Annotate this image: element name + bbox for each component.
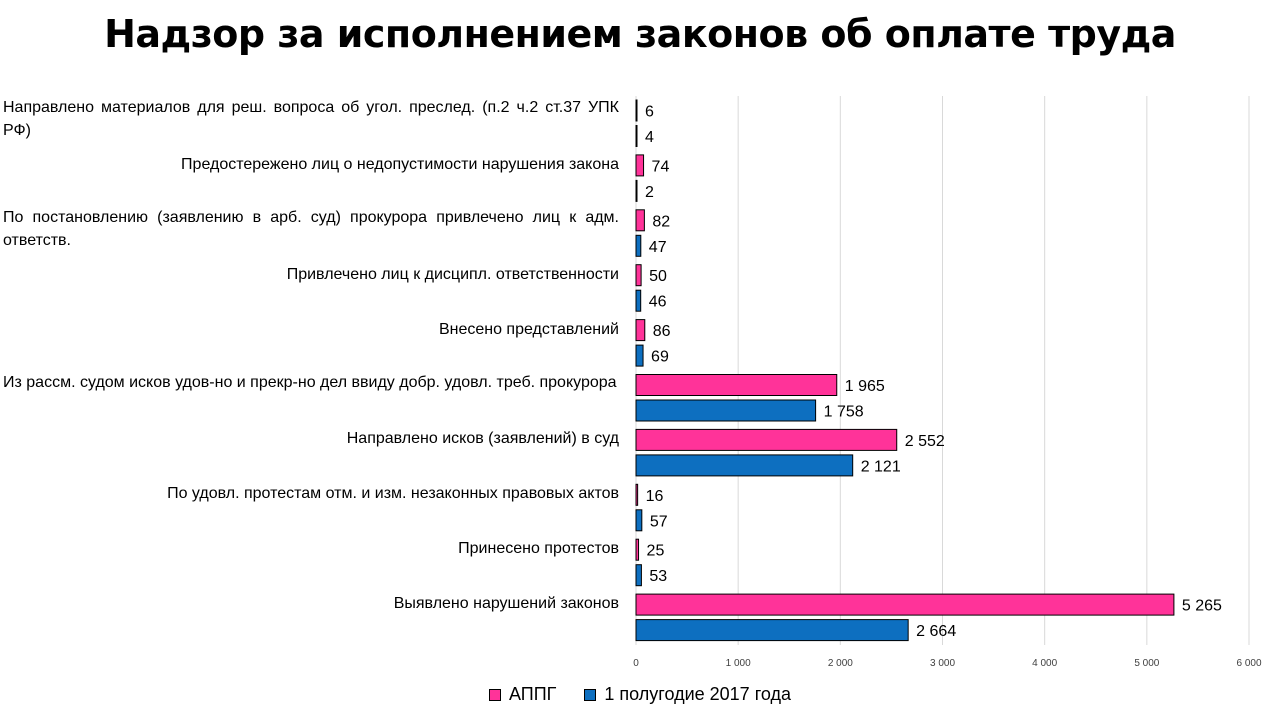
category-label: Направлено исков (заявлений) в суд [346,430,619,448]
category-label: Принесено протестов [458,540,619,558]
legend-swatch-appg [488,688,501,701]
bar-2017 [635,399,817,422]
data-label: 57 [650,513,668,530]
data-label: 74 [652,158,670,175]
x-tick-label: 2 000 [828,658,853,669]
data-label: 4 [645,129,654,146]
bar-appg [635,209,645,232]
data-label: 6 [645,104,654,121]
bar-2017 [635,564,642,587]
legend-item-2017: 1 полугодие 2017 года [584,684,791,705]
x-tick-label: 6 000 [1236,658,1261,669]
category-label: По постановлению (заявлению в арб. суд) … [3,208,619,249]
data-label: 2 552 [905,433,945,450]
data-label: 82 [652,213,670,230]
category-label: Привлечено лиц к дисципл. ответственност… [286,265,619,283]
data-label: 1 965 [845,378,885,395]
bar-appg [635,319,646,342]
x-tick-label: 5 000 [1134,658,1159,669]
bar-2017 [635,125,638,147]
data-label: 50 [649,268,667,285]
bar-2017 [635,619,909,642]
data-label: 47 [649,239,667,256]
bar-appg [635,264,642,287]
bar-appg [635,483,639,506]
data-label: 69 [651,349,669,366]
x-tick-label: 1 000 [726,658,751,669]
bar-appg [635,593,1175,616]
legend-item-appg: АППГ [488,684,557,705]
bar-2017 [635,344,644,367]
legend-label-appg: АППГ [508,684,557,704]
x-tick-label: 4 000 [1032,658,1057,669]
legend-swatch-2017 [584,688,597,701]
bar-appg [635,428,898,451]
chart-title: Надзор за исполнением законов об оплате … [104,12,1176,56]
category-label: Предостережено лиц о недопустимости нару… [181,155,619,173]
bar-2017 [635,454,854,477]
bar-2017 [635,179,638,202]
category-label: Внесено представлений [438,320,619,338]
data-label: 16 [646,488,664,505]
category-label: Направлено материалов для реш. вопроса о… [3,99,619,139]
bar-appg [635,374,838,396]
x-tick-label: 3 000 [930,658,955,669]
data-label: 2 [645,184,654,201]
data-label: 5 265 [1182,598,1222,615]
data-label: 86 [653,323,671,340]
data-label: 53 [649,568,667,585]
legend: АППГ 1 полугодие 2017 года [0,684,1280,705]
bar-2017 [635,289,642,312]
bar-appg [635,538,640,561]
x-tick-label: 0 [633,658,639,669]
category-label: По удовл. протестам отм. и изм. незаконн… [167,485,619,503]
bar-2017 [635,234,642,257]
category-label: Выявлено нарушений законов [393,595,619,613]
bar-appg [635,154,645,177]
data-label: 2 664 [916,623,956,640]
data-label: 25 [647,543,665,560]
data-label: 1 758 [824,404,864,421]
bar-2017 [635,509,643,532]
legend-label-2017: 1 полугодие 2017 года [604,684,791,704]
data-label: 2 121 [861,458,901,475]
category-label: Из рассм. судом исков удов-но и прекр-но… [3,373,617,391]
data-label: 46 [649,294,667,311]
bar-appg [635,99,638,122]
